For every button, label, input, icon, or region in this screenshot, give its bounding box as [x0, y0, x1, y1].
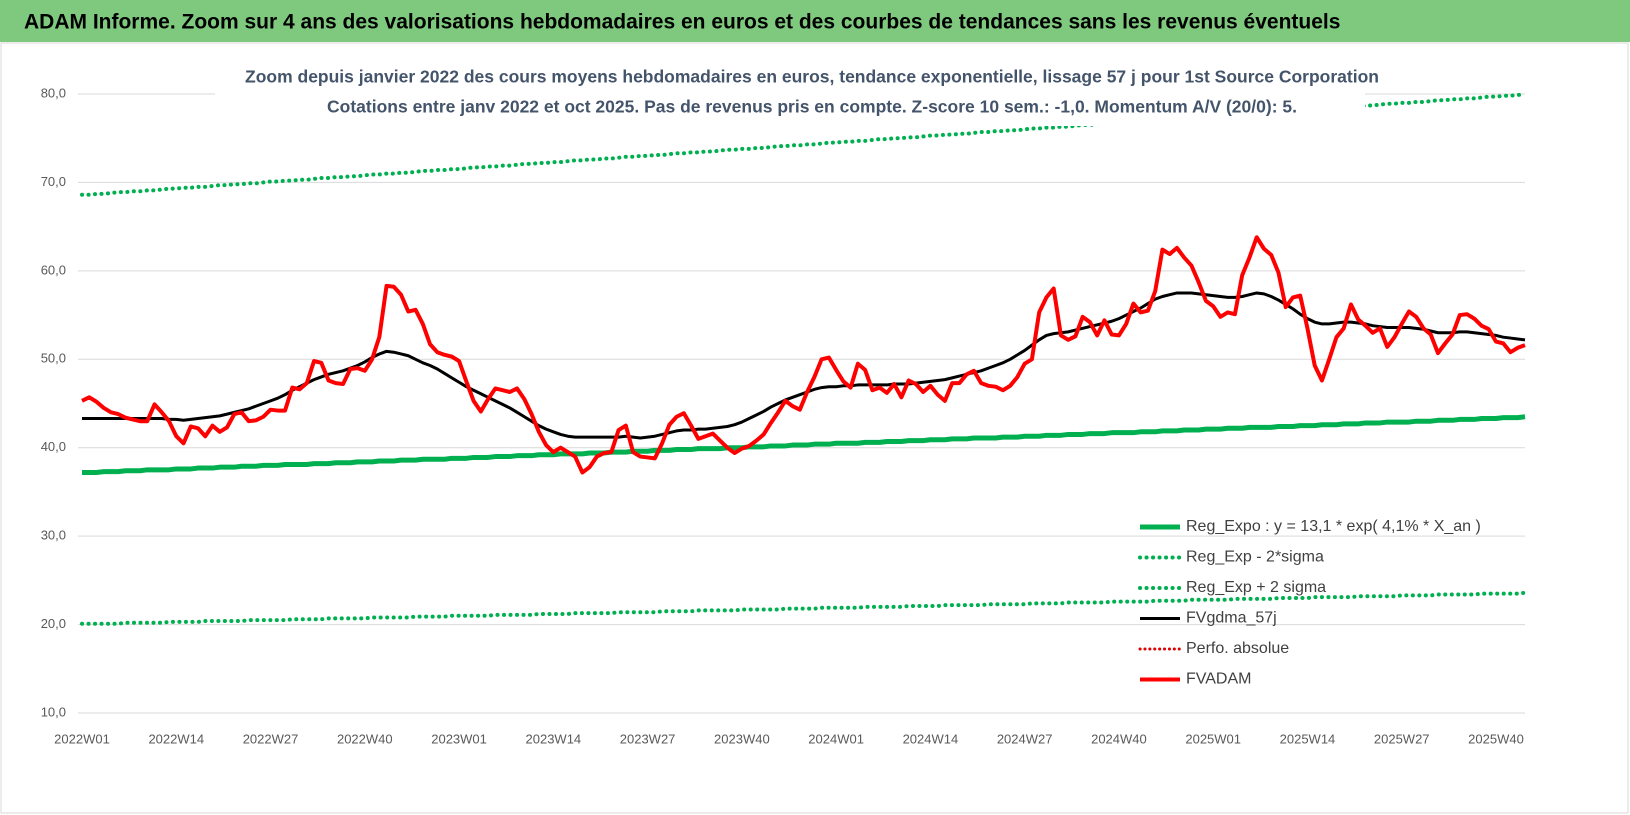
legend-label: Perfo. absolue	[1186, 640, 1289, 657]
x-tick-label: 2022W14	[148, 731, 204, 746]
y-tick-label: 50,0	[41, 351, 66, 366]
x-tick-label: 2025W40	[1468, 731, 1524, 746]
y-tick-label: 40,0	[41, 439, 66, 454]
x-tick-label: 2023W14	[526, 731, 582, 746]
legend-label: Reg_Exp + 2 sigma	[1186, 579, 1326, 596]
x-tick-label: 2023W40	[714, 731, 770, 746]
x-tick-label: 2024W40	[1091, 731, 1147, 746]
y-tick-label: 30,0	[41, 528, 66, 543]
chart-subtitle: Cotations entre janv 2022 et oct 2025. P…	[327, 97, 1297, 117]
x-tick-label: 2022W01	[54, 731, 110, 746]
plot-area: 10,0 20,0 30,0 40,0 50,0 60,0 70,0 80,0 2022W01 2…	[41, 85, 1527, 746]
y-tick-label: 60,0	[41, 262, 66, 277]
legend-label: Reg_Exp - 2*sigma	[1186, 549, 1324, 566]
x-tick-label: 2024W14	[903, 731, 959, 746]
chart-title: Zoom depuis janvier 2022 des cours moyen…	[245, 67, 1379, 87]
y-tick-label: 20,0	[41, 616, 66, 631]
page-title: ADAM Informe. Zoom sur 4 ans des valoris…	[24, 11, 1340, 34]
chart-frame	[0, 42, 1629, 814]
title-backdrop	[215, 60, 1365, 126]
legend-label: Reg_Expo : y = 13,1 * exp( 4,1% * X_an )	[1186, 518, 1481, 535]
series-line	[80, 590, 1527, 626]
series-line	[82, 414, 1526, 475]
x-tick-label: 2025W14	[1280, 731, 1336, 746]
x-tick-label: 2022W40	[337, 731, 393, 746]
x-tick-label: 2025W01	[1185, 731, 1241, 746]
legend: Reg_Expo : y = 13,1 * exp( 4,1% * X_an )…	[1138, 518, 1481, 688]
legend-label: FVgdma_57j	[1186, 610, 1277, 627]
x-tick-label: 2023W27	[620, 731, 676, 746]
y-tick-label: 70,0	[41, 174, 66, 189]
x-tick-label: 2024W27	[997, 731, 1053, 746]
header-bar	[0, 0, 1630, 42]
x-tick-label: 2023W01	[431, 731, 487, 746]
x-tick-label: 2024W01	[808, 731, 864, 746]
y-tick-label: 10,0	[41, 704, 66, 719]
series-line	[81, 235, 1526, 475]
y-tick-label: 80,0	[41, 85, 66, 100]
x-tick-label: 2022W27	[243, 731, 299, 746]
x-tick-label: 2025W27	[1374, 731, 1430, 746]
legend-label: FVADAM	[1186, 671, 1251, 688]
